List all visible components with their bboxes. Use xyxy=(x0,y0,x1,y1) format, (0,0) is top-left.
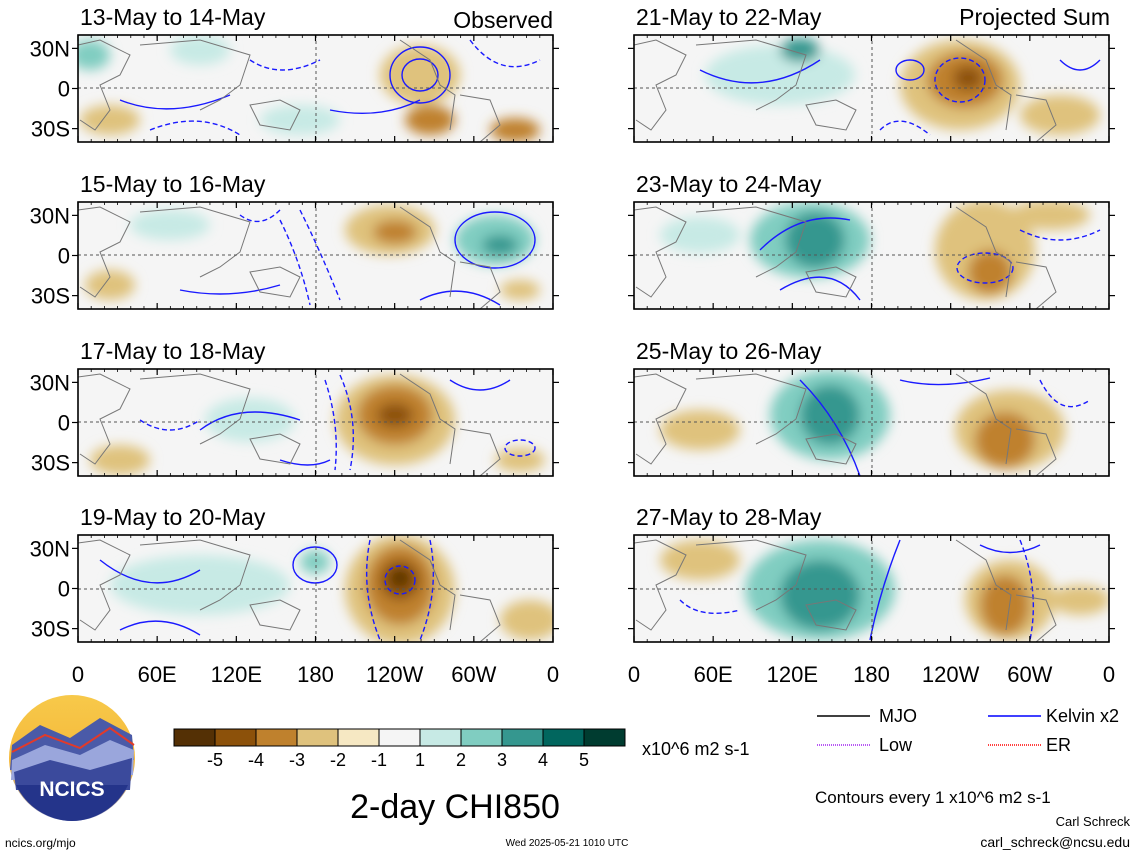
lon-label-1-1: 60E xyxy=(694,662,733,687)
colorbar-swatch-6 xyxy=(419,728,462,747)
longitude-labels: 0 60E 120E 180 120W 60W 0 0 60E 120E 180 120W 60W 0 xyxy=(72,662,1115,687)
colorbar-swatch-2 xyxy=(255,728,298,747)
panel-title-8: 27-May to 28-May xyxy=(636,504,822,530)
panel-title-5: 21-May to 22-May xyxy=(636,4,822,30)
legend: MJO Kelvin x2 Low ER xyxy=(817,706,1119,755)
lon-label-0-3: 180 xyxy=(297,662,334,687)
colorbar-tick-2: -3 xyxy=(289,750,305,770)
colorbar-swatch-7 xyxy=(460,728,503,747)
colorbar-swatch-10 xyxy=(583,728,626,747)
lat-label-3-1: 0 xyxy=(58,577,70,602)
site-link[interactable]: ncics.org/mjo xyxy=(5,836,76,850)
colorbar-tick-0: -5 xyxy=(207,750,223,770)
lon-label-0-0: 0 xyxy=(72,662,84,687)
map-panel-8 xyxy=(633,534,1110,643)
map-panel-3 xyxy=(77,368,554,477)
observed-label: Observed xyxy=(453,7,553,33)
contour-note: Contours every 1 x10^6 m2 s-1 xyxy=(815,788,1051,807)
map-panel-4 xyxy=(77,534,554,643)
legend-er-label: ER xyxy=(1046,735,1071,755)
lat-label-1-0: 30N xyxy=(30,203,70,228)
lon-label-1-4: 120W xyxy=(922,662,980,687)
author-email[interactable]: carl_schreck@ncsu.edu xyxy=(980,834,1130,850)
lon-label-1-5: 60W xyxy=(1007,662,1052,687)
ncics-logo: NCICS xyxy=(9,695,135,821)
lon-label-0-6: 0 xyxy=(547,662,559,687)
colorbar-tick-8: 4 xyxy=(538,750,548,770)
panel-title-7: 25-May to 26-May xyxy=(636,338,822,364)
projected-label: Projected Sum xyxy=(959,4,1110,30)
map-panel-1 xyxy=(77,34,554,143)
colorbar-swatch-1 xyxy=(214,728,257,747)
timestamp: Wed 2025-05-21 1010 UTC xyxy=(506,838,629,849)
colorbar-tick-5: 1 xyxy=(415,750,425,770)
colorbar-tick-9: 5 xyxy=(579,750,589,770)
lat-label-2-0: 30N xyxy=(30,370,70,395)
map-panel-7 xyxy=(633,368,1110,477)
panel-title-6: 23-May to 24-May xyxy=(636,171,822,197)
figure-title: 2-day CHI850 xyxy=(350,788,560,826)
lat-label-1-2: 30S xyxy=(31,284,70,309)
latitude-labels: 30N 0 30S 30N 0 30S 30N 0 30S 30N 0 30S xyxy=(30,36,70,641)
colorbar-tick-7: 3 xyxy=(497,750,507,770)
colorbar-tick-labels: -5 -4 -3 -2 -1 1 2 3 4 5 xyxy=(207,750,589,770)
colorbar-tick-3: -2 xyxy=(330,750,346,770)
colorbar-swatch-5 xyxy=(378,728,421,747)
lon-label-0-2: 120E xyxy=(211,662,262,687)
colorbar-swatch-0 xyxy=(173,728,216,747)
lat-label-0-0: 30N xyxy=(30,36,70,61)
map-panel-5 xyxy=(633,34,1110,143)
panel-title-2: 15-May to 16-May xyxy=(80,171,266,197)
legend-low-label: Low xyxy=(879,735,913,755)
colorbar-swatch-9 xyxy=(542,728,585,747)
logo-text: NCICS xyxy=(39,778,104,801)
axis-ticks xyxy=(72,35,1115,642)
lon-label-1-3: 180 xyxy=(853,662,890,687)
lon-label-1-0: 0 xyxy=(628,662,640,687)
lat-label-2-1: 0 xyxy=(58,411,70,436)
colorbar-tick-6: 2 xyxy=(456,750,466,770)
lat-label-0-2: 30S xyxy=(31,117,70,142)
lat-label-0-1: 0 xyxy=(58,77,70,102)
author-name: Carl Schreck xyxy=(1056,814,1131,829)
colorbar-tick-1: -4 xyxy=(248,750,264,770)
map-panel-6 xyxy=(633,201,1110,310)
lon-label-1-2: 120E xyxy=(767,662,818,687)
colorbar-tick-4: -1 xyxy=(371,750,387,770)
panel-title-4: 19-May to 20-May xyxy=(80,504,266,530)
legend-mjo-label: MJO xyxy=(879,706,917,726)
lon-label-0-4: 120W xyxy=(366,662,424,687)
units-label: x10^6 m2 s-1 xyxy=(642,739,750,759)
colorbar-swatch-4 xyxy=(337,728,380,747)
lat-label-3-2: 30S xyxy=(31,617,70,642)
legend-kelvin-label: Kelvin x2 xyxy=(1046,706,1119,726)
lat-label-2-2: 30S xyxy=(31,451,70,476)
lon-label-0-1: 60E xyxy=(138,662,177,687)
map-panel-2 xyxy=(77,201,554,310)
lat-label-3-0: 30N xyxy=(30,536,70,561)
lon-label-1-6: 0 xyxy=(1103,662,1115,687)
panel-title-1: 13-May to 14-May xyxy=(80,4,266,30)
lon-label-0-5: 60W xyxy=(451,662,496,687)
lat-label-1-1: 0 xyxy=(58,244,70,269)
colorbar-swatch-3 xyxy=(296,728,339,747)
colorbar xyxy=(173,728,626,747)
colorbar-swatch-8 xyxy=(501,728,544,747)
panel-title-3: 17-May to 18-May xyxy=(80,338,266,364)
